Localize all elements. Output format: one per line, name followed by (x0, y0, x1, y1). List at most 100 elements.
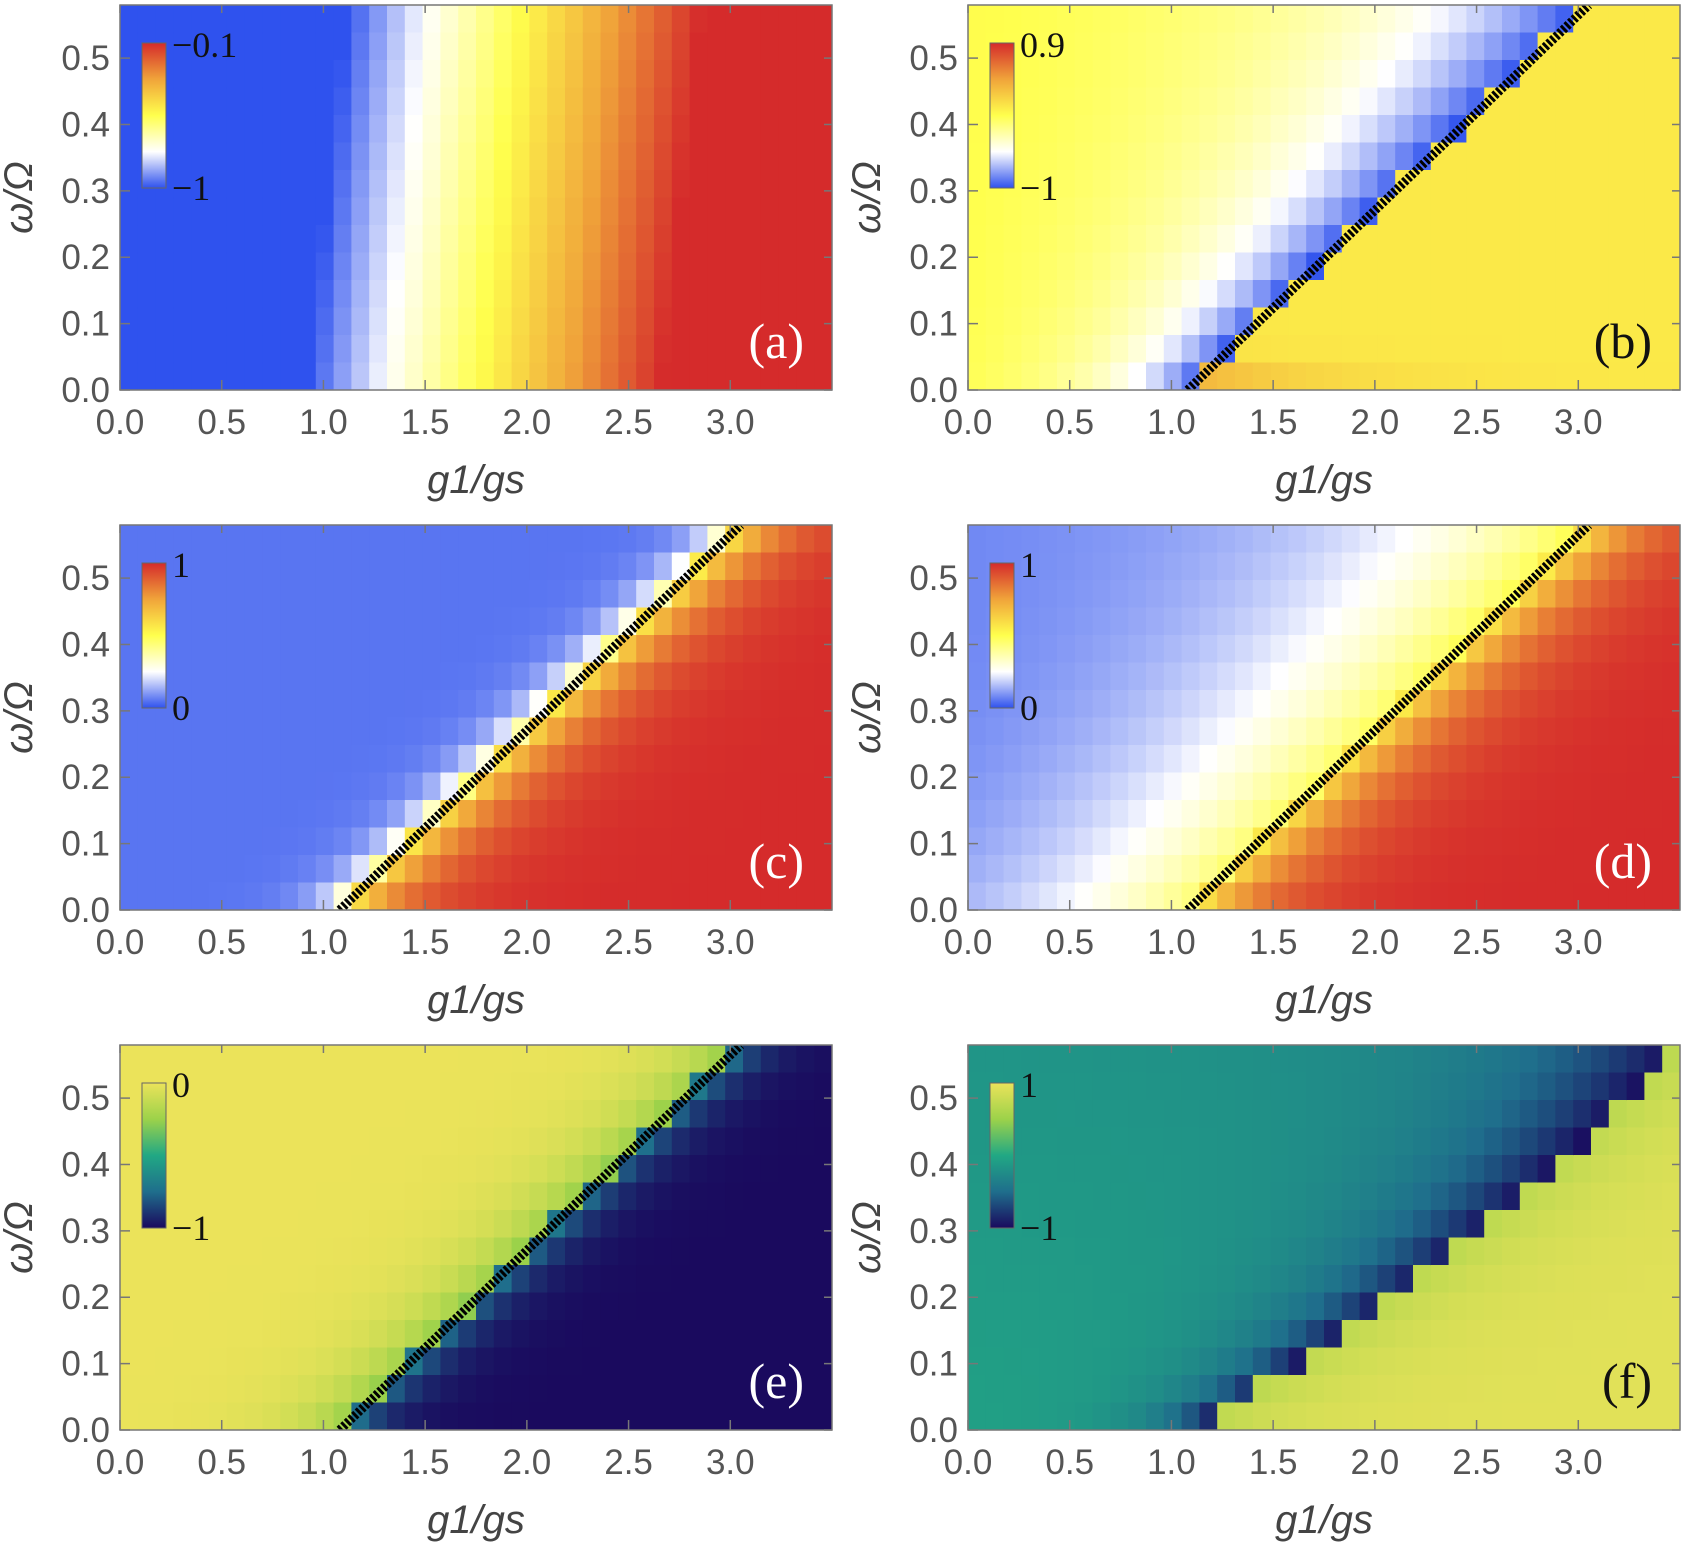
y-axis-label: ω/Ω (0, 681, 41, 754)
y-tick-label: 0.5 (61, 1079, 110, 1118)
heatmap-field (120, 1045, 832, 1430)
x-tick-label: 1.0 (1147, 403, 1196, 442)
panel-label: (e) (749, 1353, 805, 1409)
y-tick-label: 0.3 (909, 172, 958, 211)
x-axis-label: g1/gs (1275, 458, 1373, 502)
x-tick-label: 0.5 (197, 923, 246, 962)
x-tick-label: 0.5 (1045, 923, 1094, 962)
y-tick-label: 0.4 (61, 105, 110, 144)
plot-frame (967, 524, 1681, 911)
y-tick-label: 0.3 (61, 1212, 110, 1251)
y-tick-label: 0.0 (909, 891, 958, 930)
colorbar-min-label: 0 (172, 688, 190, 728)
panel-d: 0.0 0.5 1.0 1.5 2.0 2.5 3.0 0.0 0.1 0.2 0.3 0.4 0.5 g… (845, 524, 1681, 1022)
x-tick-label: 1.0 (1147, 1443, 1196, 1482)
y-tick-label: 0.0 (61, 1411, 110, 1450)
colorbar-min-label: 0 (1020, 688, 1038, 728)
x-tick-label: 3.0 (706, 923, 755, 962)
x-tick-label: 3.0 (706, 1443, 755, 1482)
colorbar-max-label: 0 (172, 1065, 190, 1105)
y-tick-label: 0.4 (909, 1145, 958, 1184)
y-tick-label: 0.5 (61, 559, 110, 598)
x-tick-label: 1.0 (299, 1443, 348, 1482)
x-axis-label: g1/gs (1275, 978, 1373, 1022)
y-tick-label: 0.0 (909, 1411, 958, 1450)
x-tick-label: 2.5 (1452, 923, 1501, 962)
y-tick-label: 0.1 (61, 1345, 110, 1384)
y-tick-label: 0.5 (61, 39, 110, 78)
panel-e: 0.0 0.5 1.0 1.5 2.0 2.5 3.0 0.0 0.1 0.2 0.3 0.4 0.5 g… (0, 1044, 833, 1542)
y-tick-label: 0.0 (61, 371, 110, 410)
y-tick-label: 0.2 (909, 1278, 958, 1317)
y-tick-label: 0.4 (61, 625, 110, 664)
y-tick-label: 0.4 (61, 1145, 110, 1184)
colorbar-min-label: −1 (1020, 168, 1058, 208)
plot-frame (967, 1044, 1681, 1431)
x-tick-label: 1.5 (401, 1443, 450, 1482)
colorbar (989, 562, 1015, 709)
x-tick-label: 1.0 (299, 923, 348, 962)
x-axis-label: g1/gs (427, 1498, 525, 1542)
panel-label: (f) (1602, 1353, 1652, 1409)
x-tick-label: 2.0 (503, 403, 552, 442)
y-tick-label: 0.0 (909, 371, 958, 410)
y-tick-label: 0.4 (909, 625, 958, 664)
colorbar-max-label: 1 (1020, 1065, 1038, 1105)
y-tick-label: 0.3 (61, 692, 110, 731)
x-axis-label: g1/gs (1275, 1498, 1373, 1542)
y-tick-label: 0.5 (909, 1079, 958, 1118)
colorbar-max-label: −0.1 (172, 25, 237, 65)
plot-frame (119, 524, 833, 911)
colorbar (141, 562, 167, 709)
y-tick-label: 0.1 (909, 1345, 958, 1384)
colorbar (141, 1082, 167, 1229)
x-tick-label: 0.5 (1045, 403, 1094, 442)
colorbar (989, 1082, 1015, 1229)
y-axis-label: ω/Ω (845, 681, 889, 754)
panel-c: 0.0 0.5 1.0 1.5 2.0 2.5 3.0 0.0 0.1 0.2 0.3 0.4 0.5 g… (0, 524, 833, 1022)
colorbar (141, 42, 167, 189)
y-tick-label: 0.2 (61, 1278, 110, 1317)
x-tick-label: 3.0 (1554, 923, 1603, 962)
critical-line (1184, 5, 1593, 390)
colorbar-max-label: 1 (1020, 545, 1038, 585)
y-axis-label: ω/Ω (845, 1201, 889, 1274)
x-tick-label: 3.0 (1554, 1443, 1603, 1482)
y-tick-label: 0.2 (909, 758, 958, 797)
y-tick-label: 0.1 (61, 825, 110, 864)
panel-label: (b) (1594, 313, 1652, 369)
x-tick-label: 0.0 (944, 923, 993, 962)
x-tick-label: 3.0 (706, 403, 755, 442)
x-tick-label: 0.0 (944, 1443, 993, 1482)
y-tick-label: 0.0 (61, 891, 110, 930)
y-tick-label: 0.3 (909, 1212, 958, 1251)
heatmap-field (120, 5, 832, 390)
critical-line (336, 1045, 745, 1430)
y-tick-label: 0.1 (909, 825, 958, 864)
plot-frame (119, 1044, 833, 1431)
y-tick-label: 0.3 (61, 172, 110, 211)
panel-f: 0.0 0.5 1.0 1.5 2.0 2.5 3.0 0.0 0.1 0.2 0.3 0.4 0.5 g… (845, 1044, 1681, 1542)
x-tick-label: 1.0 (1147, 923, 1196, 962)
heatmap-field (968, 525, 1680, 910)
x-tick-label: 2.0 (1351, 403, 1400, 442)
x-axis-label: g1/gs (427, 458, 525, 502)
y-tick-label: 0.5 (909, 39, 958, 78)
heatmap-field (968, 1045, 1680, 1430)
x-tick-label: 2.5 (604, 1443, 653, 1482)
x-tick-label: 2.0 (1351, 1443, 1400, 1482)
heatmap-field (120, 525, 832, 910)
x-tick-label: 2.0 (503, 1443, 552, 1482)
y-axis-label: ω/Ω (0, 161, 41, 234)
x-tick-label: 1.5 (1249, 1443, 1298, 1482)
x-axis-label: g1/gs (427, 978, 525, 1022)
panel-label: (a) (749, 313, 805, 369)
x-tick-label: 2.5 (1452, 403, 1501, 442)
x-tick-label: 0.0 (96, 403, 145, 442)
x-tick-label: 2.0 (1351, 923, 1400, 962)
x-tick-label: 2.5 (604, 923, 653, 962)
y-tick-label: 0.4 (909, 105, 958, 144)
panel-b: 0.0 0.5 1.0 1.5 2.0 2.5 3.0 0.0 0.1 0.2 0.3 0.4 0.5 g… (845, 4, 1681, 502)
y-tick-label: 0.2 (61, 238, 110, 277)
